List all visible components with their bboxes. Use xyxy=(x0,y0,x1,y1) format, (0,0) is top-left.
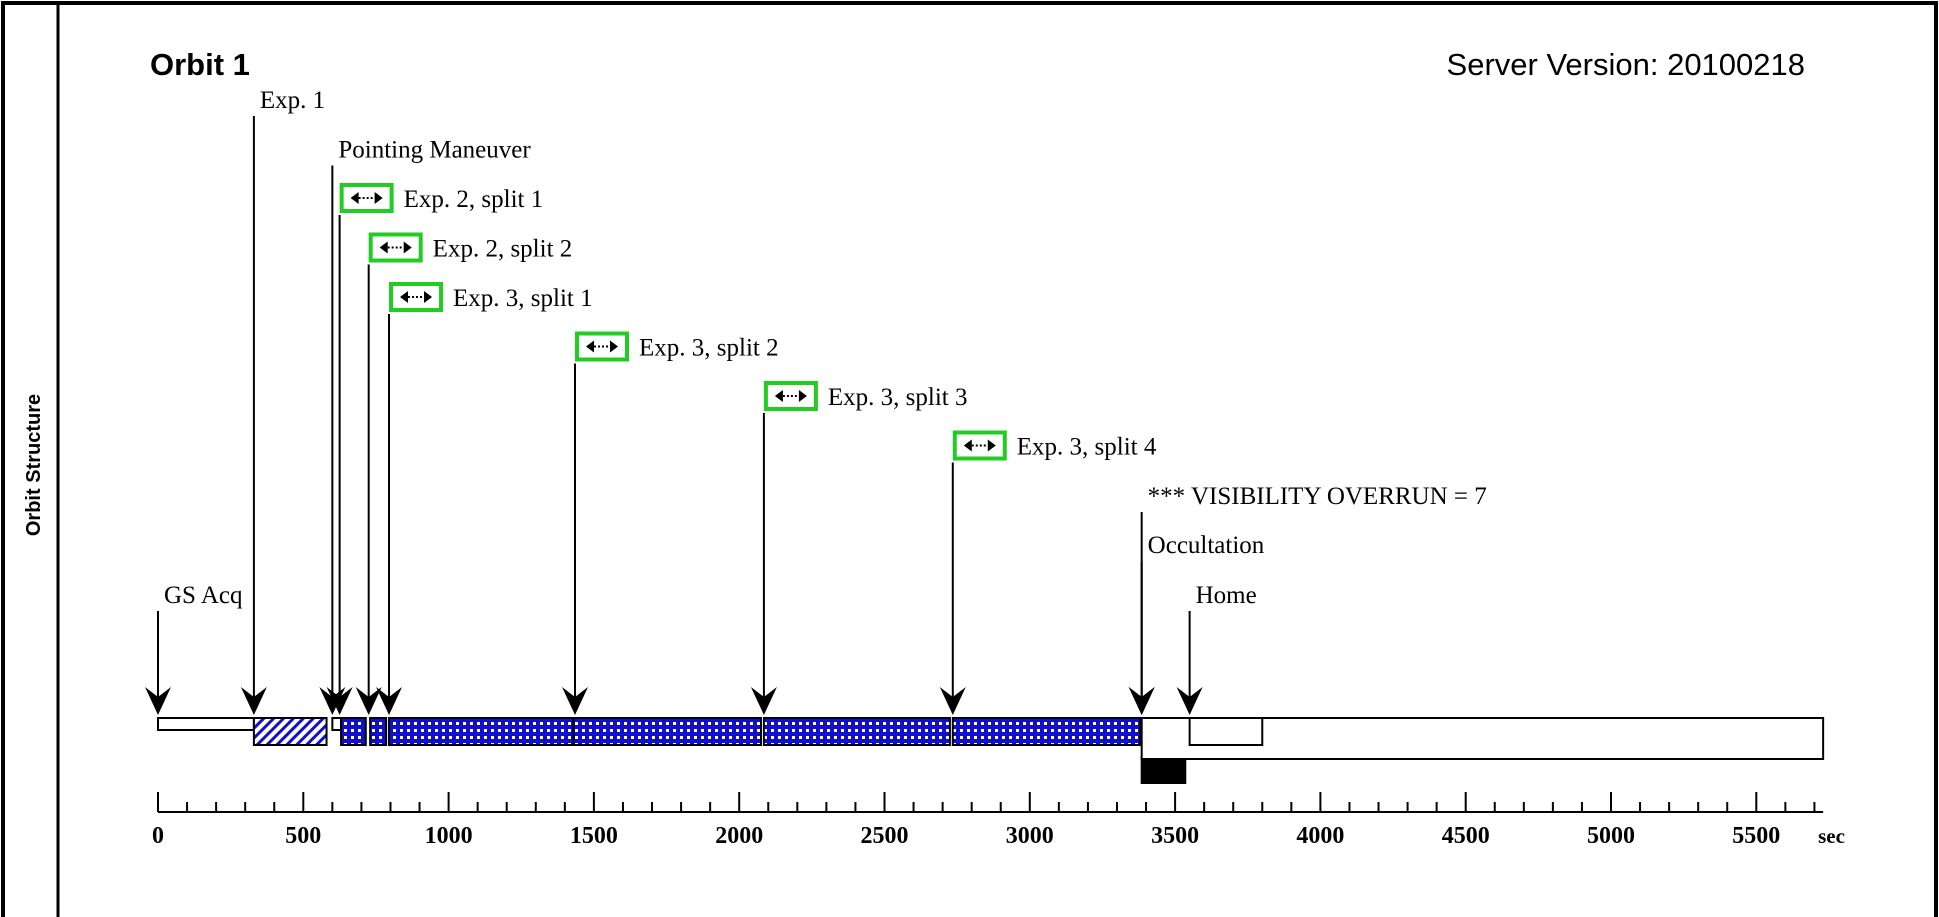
split-move-icon[interactable] xyxy=(952,430,1007,461)
event-arrow-icon xyxy=(1176,687,1203,715)
axis-tick-label: 5500 xyxy=(1732,823,1780,849)
segments-layer xyxy=(157,717,1825,784)
axis-tick-label: 4000 xyxy=(1296,823,1344,849)
split-move-icon[interactable] xyxy=(763,381,818,411)
split-move-icon[interactable] xyxy=(339,183,394,213)
event-arrow-icon xyxy=(1128,687,1155,715)
event-label: Pointing Maneuver xyxy=(338,137,531,164)
event-label: Exp. 3, split 3 xyxy=(828,384,968,411)
axis-tick-label: 2500 xyxy=(861,823,909,849)
event-arrow-icon xyxy=(939,687,966,715)
event-label: GS Acq xyxy=(164,582,243,609)
event-exp-2-split-1: Exp. 2, split 1 xyxy=(326,183,544,715)
axis-tick-label: 1500 xyxy=(570,823,618,849)
event-label: Exp. 2, split 1 xyxy=(404,186,544,213)
event-arrow-icon xyxy=(326,687,353,715)
segment-exp3-split2 xyxy=(572,717,762,746)
segment-exp2-split1 xyxy=(340,717,367,746)
event-label: Exp. 3, split 1 xyxy=(453,285,593,312)
event-label: Exp. 3, split 4 xyxy=(1017,434,1157,461)
axis-tick-label: 3500 xyxy=(1151,823,1199,849)
segment-exp1 xyxy=(252,717,328,746)
segment-maneuver xyxy=(331,717,343,731)
axis-tick-label: 500 xyxy=(285,823,321,849)
event-exp-1: Exp. 1 xyxy=(240,87,325,715)
side-label: Orbit Structure xyxy=(23,394,45,536)
event-label: Home xyxy=(1196,582,1257,609)
events-layer: Exp. 1 Pointing Maneuver Exp. 2, split 1 Ex… xyxy=(145,87,1487,715)
event-arrow-icon xyxy=(562,687,589,715)
event-label: Exp. 3, split 2 xyxy=(639,335,779,362)
axis-tick-label: 4500 xyxy=(1442,823,1490,849)
event-occultation: Occultation xyxy=(1128,532,1265,715)
segment-exp2-split2 xyxy=(369,717,388,746)
axis-tick-label: 1000 xyxy=(425,823,473,849)
event-arrow-icon xyxy=(240,687,267,715)
event-exp-3-split-4: Exp. 3, split 4 xyxy=(939,430,1157,715)
axis-tick-label: 2000 xyxy=(715,823,763,849)
event-pointing-maneuver: Pointing Maneuver xyxy=(319,137,531,715)
orbit-title: Orbit 1 xyxy=(150,47,250,82)
server-version: Server Version: 20100218 xyxy=(1447,47,1805,82)
event-label: Exp. 2, split 2 xyxy=(433,236,573,263)
segment-occultation xyxy=(1140,757,1187,784)
event-visibility-overrun-7: *** VISIBILITY OVERRUN = 7 xyxy=(1128,483,1487,715)
event-label: Occultation xyxy=(1148,532,1265,559)
axis-tick-label: 0 xyxy=(152,823,164,849)
event-exp-2-split-2: Exp. 2, split 2 xyxy=(355,232,573,715)
event-exp-3-split-2: Exp. 3, split 2 xyxy=(562,331,779,715)
split-move-icon[interactable] xyxy=(368,232,423,263)
split-move-icon[interactable] xyxy=(389,282,444,312)
event-exp-3-split-3: Exp. 3, split 3 xyxy=(750,381,968,715)
split-move-icon[interactable] xyxy=(575,331,630,362)
segment-exp3-split3 xyxy=(762,717,951,746)
event-arrow-icon xyxy=(145,687,171,715)
axis-tick-label: 3000 xyxy=(1006,823,1054,849)
segment-exp3-split4 xyxy=(951,717,1142,746)
event-label: *** VISIBILITY OVERRUN = 7 xyxy=(1148,483,1487,510)
axis-unit-label: sec xyxy=(1818,824,1845,848)
segment-home-box xyxy=(1188,717,1264,746)
time-axis: 0 500 1000 1500 2000 2500 3000 3500 4000 4500 5000… xyxy=(152,792,1845,849)
event-gs-acq: GS Acq xyxy=(145,582,243,715)
event-arrow-icon xyxy=(355,687,382,715)
event-arrow-icon xyxy=(376,687,403,715)
event-label: Exp. 1 xyxy=(260,87,325,114)
axis-tick-label: 5000 xyxy=(1587,823,1635,849)
event-arrow-icon xyxy=(750,687,777,715)
segment-exp3-split1 xyxy=(388,717,575,746)
event-exp-3-split-1: Exp. 3, split 1 xyxy=(376,282,593,715)
event-home: Home xyxy=(1176,582,1257,715)
segment-gs-acq xyxy=(157,717,255,731)
